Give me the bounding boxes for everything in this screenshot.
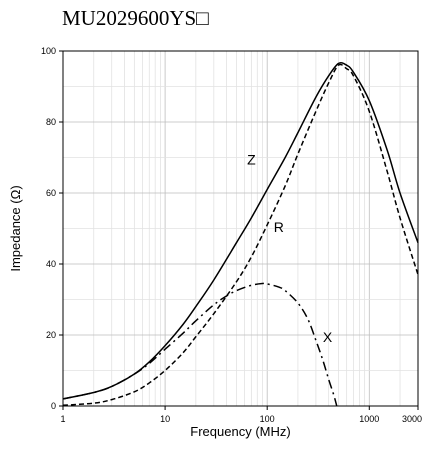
series-x-line [62, 282, 338, 407]
chart-title: MU2029600YS□ [62, 6, 209, 30]
x-tick-label: 3000 [402, 414, 422, 424]
y-tick-label: 20 [46, 330, 56, 340]
series-r-label: R [274, 219, 284, 235]
series-r-line [62, 63, 419, 407]
x-tick-label: 100 [260, 414, 275, 424]
series-x-label: X [323, 329, 333, 345]
y-tick-label: 60 [46, 188, 56, 198]
grid [62, 51, 419, 406]
y-tick-label: 0 [51, 401, 56, 411]
y-tick-label: 100 [41, 46, 56, 56]
series-group: Z R X [62, 61, 419, 407]
y-axis-ticks: 0 20 40 60 80 100 [41, 46, 63, 411]
plot-frame [62, 50, 419, 407]
x-axis-label: Frequency (MHz) [190, 424, 290, 439]
x-tick-label: 10 [160, 414, 170, 424]
x-tick-label: 1000 [359, 414, 379, 424]
y-tick-label: 40 [46, 259, 56, 269]
x-axis-ticks: 1 10 100 1000 3000 [60, 406, 422, 424]
y-tick-label: 80 [46, 117, 56, 127]
x-tick-label: 1 [60, 414, 65, 424]
y-axis-label: Impedance (Ω) [8, 185, 23, 271]
series-z-label: Z [247, 152, 256, 168]
